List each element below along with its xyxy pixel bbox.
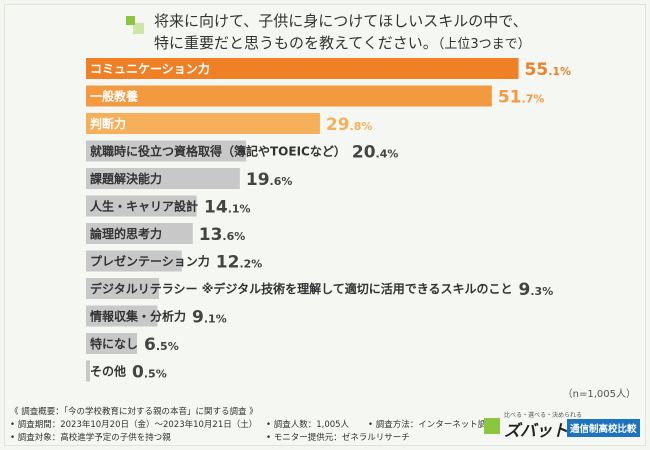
value-label-4: 19.6%: [246, 170, 293, 190]
bar-label-4: 課題解決能力: [90, 171, 162, 186]
bar-label-0: コミュニケーション力: [90, 61, 210, 76]
bar-label-8: デジタルリテラシー ※デジタル技術を理解して適切に活用できるスキルのこと: [90, 281, 513, 296]
bar-8: [86, 278, 160, 299]
value-label-7: 12.2%: [216, 253, 263, 273]
bar-9: [86, 305, 158, 327]
bar-2: [86, 113, 320, 134]
logo-brand: ズバット: [504, 421, 569, 440]
value-label-10: 6.5%: [144, 335, 179, 355]
bar-label-9: 情報収集・分析力: [90, 309, 186, 324]
bar-1: [86, 85, 492, 107]
bar-5: [86, 195, 197, 217]
value-label-5: 14.1%: [204, 198, 251, 218]
brand-logo: 比べる・選べる・決められる ズバット 通信制高校比較: [484, 412, 644, 440]
survey-period: • 調査期間：2023年10月20日（金）〜2023年10月21日（土）: [10, 420, 258, 430]
survey-provider: • モニター提供元：ゼネラルリサーチ: [266, 433, 410, 443]
bar-label-2: 判断力: [90, 116, 126, 131]
bar-label-7: プレゼンテーション力: [90, 254, 210, 269]
survey-summary: 《 調査概要：「今の学校教育に対する親の本音」に関する調査 》 • 調査期間：2…: [10, 406, 495, 445]
bar-3: [86, 140, 247, 162]
survey-count: • 調査人数：1,005人: [266, 420, 350, 430]
logo-tagline: 比べる・選べる・決められる: [504, 412, 583, 419]
bar-0: [86, 58, 519, 79]
title-suffix: （上位3つまで）: [437, 37, 531, 52]
title-line-2: 特に重要だと思うものを教えてください。: [154, 34, 438, 52]
bar-10: [86, 333, 138, 354]
sample-size-note: （n=1,005人）: [562, 389, 636, 400]
chart-title: 将来に向けて、子供に身につけてほしいスキルの中で、 特に重要だと思うものを教えて…: [154, 10, 531, 56]
value-label-2: 29.8%: [326, 115, 373, 135]
value-label-3: 20.4%: [352, 143, 399, 163]
value-label-6: 13.6%: [199, 225, 246, 245]
value-label-1: 51.7%: [498, 88, 545, 108]
survey-heading: 《 調査概要：「今の学校教育に対する親の本音」に関する調査 》: [10, 407, 258, 417]
value-label-8: 9.3%: [519, 280, 554, 300]
bar-label-10: 特になし: [90, 336, 138, 351]
value-label-0: 55.1%: [525, 60, 572, 80]
value-label-11: 0.5%: [132, 363, 167, 383]
bar-4: [86, 168, 240, 189]
bar-label-1: 一般教養: [90, 89, 138, 104]
title-square-icon: [126, 16, 144, 34]
bar-label-11: その他: [90, 364, 126, 379]
value-label-9: 9.1%: [192, 308, 227, 328]
bar-11: [86, 360, 90, 382]
logo-mark-icon: [484, 418, 500, 434]
bar-label-3: 就職時に役立つ資格取得（簿記やTOEICなど）: [90, 144, 346, 159]
survey-target: • 調査対象：高校進学予定の子供を持つ親: [10, 433, 171, 443]
survey-method: • 調査方法：インターネット調査: [368, 420, 495, 430]
bar-label-5: 人生・キャリア設計: [90, 199, 198, 214]
title-line-1: 将来に向けて、子供に身につけてほしいスキルの中で、: [154, 12, 528, 30]
bar-label-6: 論理的思考力: [90, 226, 162, 241]
logo-badge: 通信制高校比較: [567, 419, 640, 437]
bar-6: [86, 223, 193, 244]
bar-7: [86, 250, 182, 272]
